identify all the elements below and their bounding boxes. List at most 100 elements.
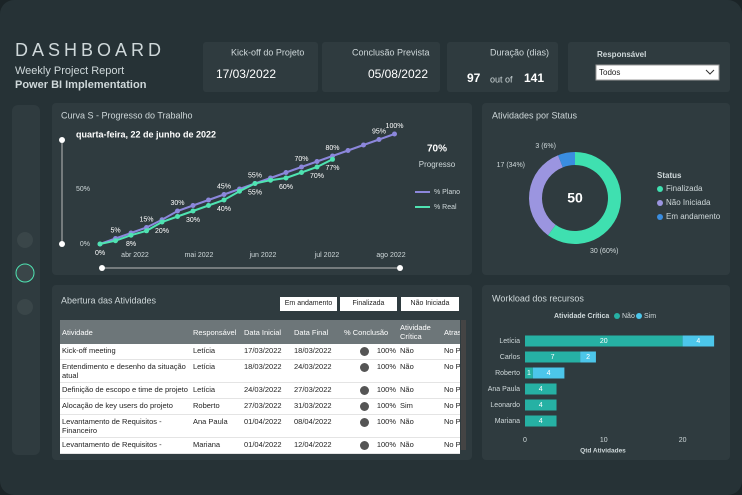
cell-text: 24/03/2022 bbox=[294, 362, 332, 371]
kpi-label: out of bbox=[490, 74, 513, 84]
kpi-label: Conclusão Prevista bbox=[352, 47, 430, 57]
legend-label: % Real bbox=[434, 204, 457, 211]
legend-label: Sim bbox=[644, 313, 656, 320]
filter-label: Responsável bbox=[597, 50, 646, 59]
data-label: 17 (34%) bbox=[497, 162, 525, 169]
cell: Roberto bbox=[191, 398, 242, 415]
slider-handle[interactable] bbox=[99, 265, 105, 271]
table-container: Atividade Responsável Data Inicial Data Fin… bbox=[60, 320, 460, 454]
kpi-card bbox=[322, 42, 440, 92]
cell: No Prazo bbox=[442, 382, 460, 399]
cell: 100% bbox=[342, 359, 398, 383]
cell: Não bbox=[398, 344, 442, 360]
data-label: 95% bbox=[372, 128, 386, 135]
cell-text: 01/04/2022 bbox=[244, 417, 282, 426]
data-label: 4 bbox=[539, 418, 543, 425]
data-label: 20% bbox=[155, 228, 169, 235]
cell: 17/03/2022 bbox=[242, 344, 292, 360]
dropdown[interactable] bbox=[595, 64, 720, 81]
kpi-value: 05/08/2022 bbox=[368, 67, 428, 81]
cell: 100% bbox=[342, 398, 398, 415]
cell-text: Mariana bbox=[193, 440, 221, 449]
data-label: 40% bbox=[217, 206, 231, 213]
point bbox=[252, 181, 258, 186]
bar bbox=[525, 415, 557, 427]
cell-text: Não bbox=[400, 362, 414, 371]
cell-text: No Prazo bbox=[444, 362, 460, 371]
cell-text: No Prazo bbox=[444, 417, 460, 426]
x-tick-label: jul 2022 bbox=[314, 252, 340, 259]
point bbox=[345, 148, 351, 153]
point bbox=[330, 156, 335, 162]
cell: Levantamento de Requisitos - Financeiro bbox=[60, 414, 191, 438]
legend-label: Não Iniciada bbox=[666, 198, 711, 207]
cell-text: Letícia bbox=[193, 362, 216, 371]
cell: No Prazo bbox=[442, 359, 460, 383]
cell-text: No Prazo bbox=[444, 401, 460, 410]
kpi-value: 141 bbox=[524, 71, 544, 85]
bar bbox=[525, 335, 683, 347]
panel bbox=[52, 103, 472, 275]
legend-label: Não bbox=[622, 313, 635, 320]
y-tick-label: Ana Paula bbox=[488, 386, 520, 393]
scrollbar[interactable] bbox=[461, 320, 466, 450]
cell: Mariana bbox=[191, 437, 242, 454]
row: Kick-off meeting Letícia 17/03/2022 18/03/2… bbox=[60, 344, 460, 360]
status-icon bbox=[359, 417, 369, 427]
filter-button[interactable]: Não Iniciada bbox=[401, 297, 459, 311]
status-icon bbox=[359, 401, 369, 411]
status-icon bbox=[359, 362, 369, 372]
data-label: 4 bbox=[696, 338, 700, 345]
point bbox=[175, 208, 180, 214]
point bbox=[283, 175, 289, 181]
bar bbox=[682, 335, 715, 347]
column-header: Responsável bbox=[191, 320, 242, 344]
panel bbox=[482, 103, 730, 275]
row: Definição de escopo e time de projeto Let… bbox=[60, 382, 460, 399]
status-icon bbox=[359, 346, 369, 356]
subtitle: Power BI Implementation bbox=[15, 79, 147, 91]
slider-handle[interactable] bbox=[59, 137, 65, 143]
cell-text: Letícia bbox=[193, 385, 216, 394]
data-label: 0% bbox=[95, 250, 105, 257]
cell-text: Letícia bbox=[193, 346, 216, 355]
cell: 18/03/2022 bbox=[292, 344, 342, 360]
column-header: % Conclusão bbox=[342, 320, 398, 344]
point bbox=[113, 238, 118, 244]
cell-text: Alocação de key users do projeto bbox=[62, 401, 173, 410]
cell: 27/03/2022 bbox=[242, 398, 292, 415]
cell: 31/03/2022 bbox=[292, 398, 342, 415]
legend-label: Em andamento bbox=[666, 212, 721, 221]
panel-title: Abertura das Atividades bbox=[61, 295, 157, 305]
nav-settings[interactable] bbox=[17, 299, 33, 315]
cell: Alocação de key users do projeto bbox=[60, 398, 191, 415]
data-label: 3 (6%) bbox=[535, 143, 556, 150]
cell: No Prazo bbox=[442, 437, 460, 454]
slider-handle[interactable] bbox=[59, 241, 65, 247]
cell-text: 100% bbox=[376, 385, 396, 394]
row: Alocação de key users do projeto Roberto 2… bbox=[60, 398, 460, 415]
point bbox=[190, 208, 196, 214]
nav-home[interactable] bbox=[17, 232, 33, 248]
point bbox=[361, 142, 366, 148]
column-header: Atividade bbox=[60, 320, 191, 344]
cell: No Prazo bbox=[442, 344, 460, 360]
filter-button[interactable]: Em andamento bbox=[280, 297, 337, 311]
slider-handle[interactable] bbox=[397, 265, 403, 271]
axis-label: Qtd Atividades bbox=[580, 448, 626, 455]
y-tick-label: Carlos bbox=[500, 354, 521, 361]
y-tick-label: 0% bbox=[80, 241, 90, 248]
cell: 12/04/2022 bbox=[292, 437, 342, 454]
cell-text: 27/03/2022 bbox=[244, 401, 282, 410]
legend-swatch bbox=[614, 313, 620, 319]
column-header: Data Inicial bbox=[242, 320, 292, 344]
cell-text: Não bbox=[400, 346, 414, 355]
nav-chart[interactable] bbox=[15, 263, 35, 283]
filter-button[interactable]: Finalizada bbox=[340, 297, 397, 311]
filter-value[interactable]: Todos bbox=[599, 68, 620, 77]
y-tick-label: Mariana bbox=[495, 418, 520, 425]
kpi-label: Kick-off do Projeto bbox=[231, 47, 304, 57]
data-label: 5% bbox=[110, 227, 120, 234]
row: Levantamento de Requisitos - Mariana 01/04… bbox=[60, 437, 460, 454]
cell: Letícia bbox=[191, 359, 242, 383]
